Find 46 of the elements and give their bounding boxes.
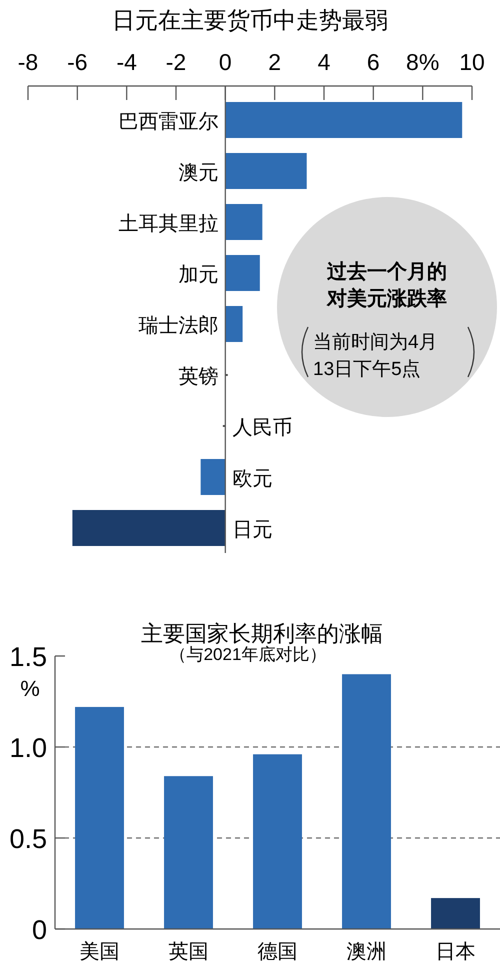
bar	[72, 510, 226, 546]
x-tick-label: 英国	[168, 941, 208, 963]
x-tick-label: 6	[366, 49, 380, 75]
bar	[200, 459, 226, 495]
x-tick-label: -6	[67, 49, 88, 75]
chart-title: 日元在主要货币中走势最弱	[112, 7, 388, 33]
annotation: 对美元涨跌率	[326, 287, 447, 310]
bar	[225, 204, 262, 240]
chart-title: 主要国家长期利率的涨幅	[141, 621, 383, 646]
bar	[253, 754, 302, 929]
bar	[342, 674, 391, 929]
x-tick-label: 2	[268, 49, 282, 75]
x-tick-label: 8%	[406, 49, 440, 75]
y-tick-label: 巴西雷亚尔	[118, 111, 218, 133]
x-tick-label: -8	[18, 49, 38, 75]
y-tick-label: 1.5	[9, 642, 47, 672]
x-tick-label: -2	[166, 49, 186, 75]
y-tick-label: 加元	[178, 264, 218, 286]
x-tick-label: 澳洲	[346, 941, 386, 963]
y-tick-label: 澳元	[178, 162, 218, 184]
x-tick-label: -4	[116, 49, 138, 75]
x-tick-label: 4	[318, 49, 331, 75]
y-tick-label: 土耳其里拉	[118, 213, 218, 235]
y-tick-label: 1.0	[9, 733, 47, 763]
annotation: 当前时间为4月	[313, 332, 438, 353]
y-tick-label: 瑞士法郎	[138, 315, 218, 337]
x-tick-label: 日本	[436, 941, 476, 963]
bar	[225, 153, 307, 189]
y-tick-label: 人民币	[232, 417, 292, 439]
y-tick-label: 英镑	[178, 366, 218, 388]
bar	[225, 255, 260, 291]
annotation: 过去一个月的	[326, 261, 447, 283]
x-tick-label: 德国	[258, 941, 298, 963]
y-tick-label: 日元	[232, 519, 272, 541]
bar	[431, 898, 480, 929]
y-tick-label: 欧元	[232, 468, 272, 490]
x-tick-label: 美国	[80, 940, 120, 963]
y-axis-title: %	[20, 676, 40, 701]
chart-subtitle: （与2021年底对比）	[170, 645, 326, 664]
bar	[225, 306, 243, 342]
bar	[164, 776, 213, 929]
bar	[225, 102, 462, 138]
bar	[75, 706, 124, 929]
x-tick-label: 10	[459, 49, 485, 75]
annotation: 13日下午5点	[313, 359, 421, 380]
y-tick-label: 0.5	[9, 824, 47, 854]
